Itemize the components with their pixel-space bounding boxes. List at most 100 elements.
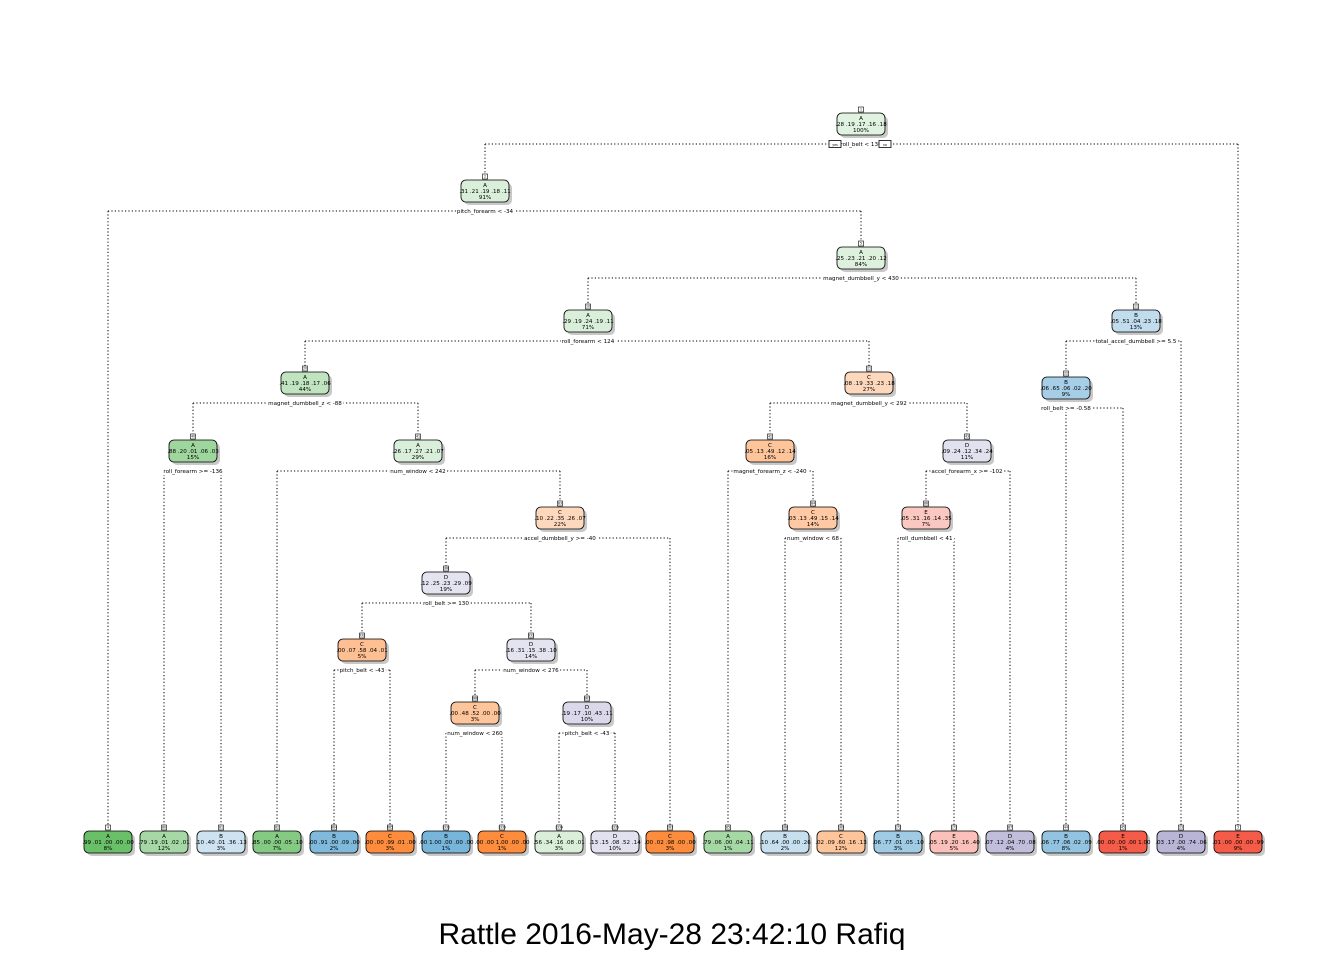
node-number-box	[387, 824, 393, 831]
tree-edges	[107, 143, 1239, 828]
node-number: 664	[331, 826, 337, 830]
node-number: 665	[387, 826, 393, 830]
node-number: 45	[1121, 826, 1125, 830]
node-box	[942, 439, 992, 463]
node-number-box	[858, 240, 864, 247]
node-class: D	[1008, 834, 1012, 840]
node-number-box	[1133, 303, 1139, 310]
root-marker-box-1	[878, 140, 892, 148]
node-number-box	[810, 500, 816, 507]
node-class: A	[106, 834, 110, 840]
split-label-bg	[786, 536, 841, 542]
node-box	[421, 830, 471, 854]
node-number: 1334	[555, 826, 563, 830]
node-percent: 27%	[863, 387, 875, 393]
tree-node-44: 44 B.06 .77 .06 .02 .098%	[1040, 824, 1093, 856]
node-box	[365, 830, 415, 854]
node-number: 42	[768, 435, 772, 439]
node-box	[337, 638, 387, 662]
node-class: B	[896, 834, 900, 840]
tree-node-81: 81 B.10 .40 .01 .36 .133%	[195, 824, 248, 856]
node-box	[590, 830, 640, 854]
node-number: 333	[528, 634, 534, 638]
node-percent: 3%	[666, 846, 675, 852]
node-number: 1333	[498, 826, 506, 830]
node-probs: .05 .31 .16 .14 .35	[900, 516, 952, 522]
node-probs: .00 .02 .98 .00 .00	[644, 840, 696, 846]
node-number-box	[302, 365, 308, 372]
node-number: 169	[838, 826, 844, 830]
node-percent: 3%	[217, 846, 226, 852]
node-box	[506, 638, 556, 662]
node-number: 43	[965, 435, 969, 439]
node-number: 84	[811, 502, 815, 506]
node-probs: .79 .19 .01 .02 .01	[138, 840, 190, 846]
node-class: A	[557, 834, 561, 840]
node-class: A	[162, 834, 166, 840]
node-probs: .00 .91 .00 .09 .00	[308, 840, 360, 846]
node-number: 85	[726, 826, 730, 830]
node-box	[1041, 376, 1091, 400]
node-class: E	[952, 834, 956, 840]
node-class: C	[867, 375, 871, 381]
node-percent: 44%	[299, 387, 311, 393]
node-number: 83	[558, 502, 562, 506]
node-probs: .05 .13 .49 .12 .14	[744, 449, 796, 455]
node-class: B	[1134, 313, 1138, 319]
node-split-label: magnet_forearm_z < -240	[733, 469, 807, 475]
tree-node-172: 172 B.06 .77 .01 .05 .103%	[872, 824, 925, 856]
node-box	[1111, 309, 1161, 333]
node-probs: .07 .12 .04 .70 .08	[984, 840, 1036, 846]
node-probs: .00 .00 .00 .00 1.00	[1095, 840, 1151, 846]
node-number: 80	[162, 826, 166, 830]
node-number-box	[923, 500, 929, 507]
node-box	[309, 830, 359, 854]
node-number-box	[782, 824, 788, 831]
node-split-label: roll_dumbbell < 41	[899, 536, 953, 542]
node-split-label: roll_belt < 130	[840, 142, 882, 148]
tree-node-167: 167 C.00 .02 .98 .00 .003%	[644, 824, 697, 856]
node-box	[985, 830, 1035, 854]
node-number-box	[1178, 824, 1184, 831]
node-number-box	[858, 106, 864, 113]
node-number: 666	[472, 697, 478, 701]
node-percent: 10%	[609, 846, 621, 852]
node-number: 168	[782, 826, 788, 830]
tree-node-22: 22 B.06 .65 .06 .02 .209% roll_belt >= -0.…	[1040, 370, 1093, 412]
node-number-box	[964, 433, 970, 440]
node-percent: 12%	[835, 846, 847, 852]
node-percent: 14%	[807, 522, 819, 528]
node-box	[873, 830, 923, 854]
node-class: B	[332, 834, 336, 840]
node-probs: .10 .40 .01 .36 .13	[195, 840, 247, 846]
split-label-bg	[523, 536, 598, 542]
node-class: A	[275, 834, 279, 840]
node-number-box	[443, 565, 449, 572]
node-probs: .79 .06 .00 .04 .11	[702, 840, 754, 846]
node-box	[421, 571, 471, 595]
node-probs: .01 .00 .00 .00 .99	[1212, 840, 1264, 846]
node-number-box	[951, 824, 957, 831]
node-class: D	[613, 834, 617, 840]
node-number-box	[1063, 824, 1069, 831]
tree-node-664: 664 B.00 .91 .00 .09 .002%	[308, 824, 361, 856]
split-label-bg	[1094, 339, 1178, 345]
node-number-box	[218, 824, 224, 831]
node-percent: 71%	[582, 325, 594, 331]
node-box	[1156, 830, 1206, 854]
split-label-bg	[502, 668, 561, 674]
node-number-box	[274, 824, 280, 831]
node-probs: .03 .17 .00 .74 .06	[1155, 840, 1207, 846]
node-probs: .00 .00 1.00 .00 .00	[474, 840, 530, 846]
node-percent: 1%	[1119, 846, 1128, 852]
node-class: B	[219, 834, 223, 840]
node-number: 21	[867, 367, 871, 371]
node-percent: 11%	[961, 455, 973, 461]
node-split-label: roll_forearm < 124	[562, 339, 615, 345]
